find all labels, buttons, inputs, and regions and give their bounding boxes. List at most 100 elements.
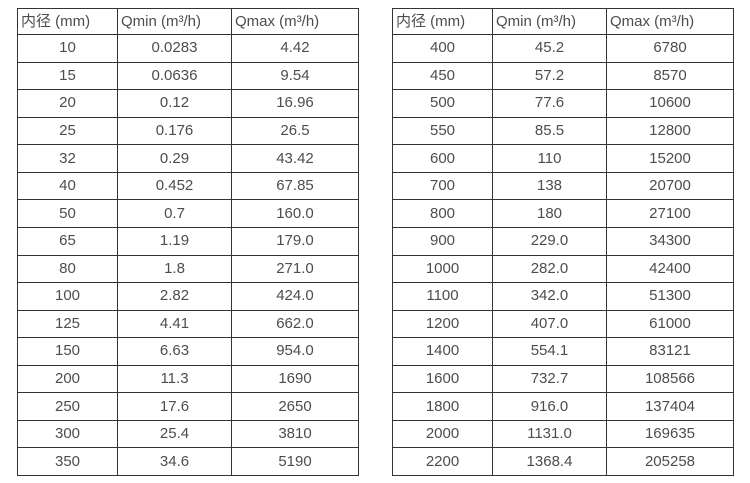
table-cell: 550: [392, 116, 493, 146]
table-cell: 125: [17, 309, 118, 339]
table-cell: 1131.0: [492, 419, 607, 449]
table-cell: 51300: [606, 282, 734, 311]
table-row: 500 77.6 10600: [392, 89, 734, 118]
table-cell: 2.82: [117, 282, 232, 311]
table-cell: 554.1: [492, 337, 607, 366]
table-cell: 2650: [231, 392, 359, 421]
table-row: 50 0.7 160.0: [17, 199, 359, 228]
table-row: 125 4.41 662.0: [17, 309, 359, 339]
table-row: 2200 1368.4 205258: [392, 447, 734, 476]
table-row: 250 17.6 2650: [17, 392, 359, 421]
table-cell: 4.42: [231, 34, 359, 63]
table-row: 1600 732.7 108566: [392, 364, 734, 394]
table-cell: 10600: [606, 89, 734, 118]
table-cell: 954.0: [231, 337, 359, 366]
table-cell: 900: [392, 226, 493, 256]
table-cell: 0.0636: [117, 61, 232, 91]
table-cell: 43.42: [231, 144, 359, 173]
table-cell: 12800: [606, 116, 734, 146]
table-row: 200 11.3 1690: [17, 364, 359, 394]
table-cell: 42400: [606, 254, 734, 284]
table-cell: 700: [392, 171, 493, 201]
table-row: 20 0.12 16.96: [17, 89, 359, 118]
table-cell: 160.0: [231, 199, 359, 228]
table-cell: 407.0: [492, 309, 607, 339]
column-header: Qmin (m³/h): [117, 8, 232, 35]
table-row: 40 0.452 67.85: [17, 171, 359, 201]
table-row: 1800 916.0 137404: [392, 392, 734, 421]
header-row: 内径 (mm) Qmin (m³/h) Qmax (m³/h): [17, 8, 359, 35]
table-cell: 662.0: [231, 309, 359, 339]
table-cell: 5190: [231, 447, 359, 476]
table-cell: 0.0283: [117, 34, 232, 63]
table-cell: 1368.4: [492, 447, 607, 476]
table-row: 1200 407.0 61000: [392, 309, 734, 339]
column-header: 内径 (mm): [392, 8, 493, 35]
table-cell: 100: [17, 282, 118, 311]
table-cell: 9.54: [231, 61, 359, 91]
table-cell: 8570: [606, 61, 734, 91]
table-cell: 424.0: [231, 282, 359, 311]
table-row: 25 0.176 26.5: [17, 116, 359, 146]
table-row: 15 0.0636 9.54: [17, 61, 359, 91]
table-row: 80 1.8 271.0: [17, 254, 359, 284]
column-header: Qmax (m³/h): [231, 8, 359, 35]
table-cell: 61000: [606, 309, 734, 339]
table-cell: 15200: [606, 144, 734, 173]
table-cell: 16.96: [231, 89, 359, 118]
table-cell: 138: [492, 171, 607, 201]
table-row: 65 1.19 179.0: [17, 226, 359, 256]
table-cell: 150: [17, 337, 118, 366]
table-cell: 282.0: [492, 254, 607, 284]
table-cell: 50: [17, 199, 118, 228]
table-cell: 34.6: [117, 447, 232, 476]
table-cell: 67.85: [231, 171, 359, 201]
table-cell: 1.8: [117, 254, 232, 284]
table-cell: 300: [17, 419, 118, 449]
table-cell: 26.5: [231, 116, 359, 146]
table-cell: 45.2: [492, 34, 607, 63]
table-cell: 1100: [392, 282, 493, 311]
table-cell: 4.41: [117, 309, 232, 339]
table-cell: 0.176: [117, 116, 232, 146]
table-cell: 57.2: [492, 61, 607, 91]
table-cell: 342.0: [492, 282, 607, 311]
table-cell: 40: [17, 171, 118, 201]
column-header: Qmin (m³/h): [492, 8, 607, 35]
table-cell: 83121: [606, 337, 734, 366]
table-cell: 271.0: [231, 254, 359, 284]
table-row: 10 0.0283 4.42: [17, 34, 359, 63]
table-cell: 732.7: [492, 364, 607, 394]
table-cell: 15: [17, 61, 118, 91]
table-cell: 85.5: [492, 116, 607, 146]
table-cell: 2000: [392, 419, 493, 449]
table-cell: 179.0: [231, 226, 359, 256]
table-row: 300 25.4 3810: [17, 419, 359, 449]
table-cell: 34300: [606, 226, 734, 256]
table-cell: 0.7: [117, 199, 232, 228]
table-cell: 6.63: [117, 337, 232, 366]
table-cell: 3810: [231, 419, 359, 449]
table-cell: 600: [392, 144, 493, 173]
table-cell: 350: [17, 447, 118, 476]
table-cell: 180: [492, 199, 607, 228]
table-cell: 137404: [606, 392, 734, 421]
table-row: 1100 342.0 51300: [392, 282, 734, 311]
table-cell: 10: [17, 34, 118, 63]
table-cell: 1600: [392, 364, 493, 394]
table-cell: 169635: [606, 419, 734, 449]
column-header: 内径 (mm): [17, 8, 118, 35]
table-cell: 0.12: [117, 89, 232, 118]
table-row: 700 138 20700: [392, 171, 734, 201]
table-cell: 65: [17, 226, 118, 256]
table-cell: 20: [17, 89, 118, 118]
header-row: 内径 (mm) Qmin (m³/h) Qmax (m³/h): [392, 8, 734, 35]
table-cell: 77.6: [492, 89, 607, 118]
table-row: 150 6.63 954.0: [17, 337, 359, 366]
table-row: 800 180 27100: [392, 199, 734, 228]
table-cell: 2200: [392, 447, 493, 476]
table-cell: 0.452: [117, 171, 232, 201]
table-cell: 450: [392, 61, 493, 91]
table-row: 550 85.5 12800: [392, 116, 734, 146]
table-cell: 110: [492, 144, 607, 173]
